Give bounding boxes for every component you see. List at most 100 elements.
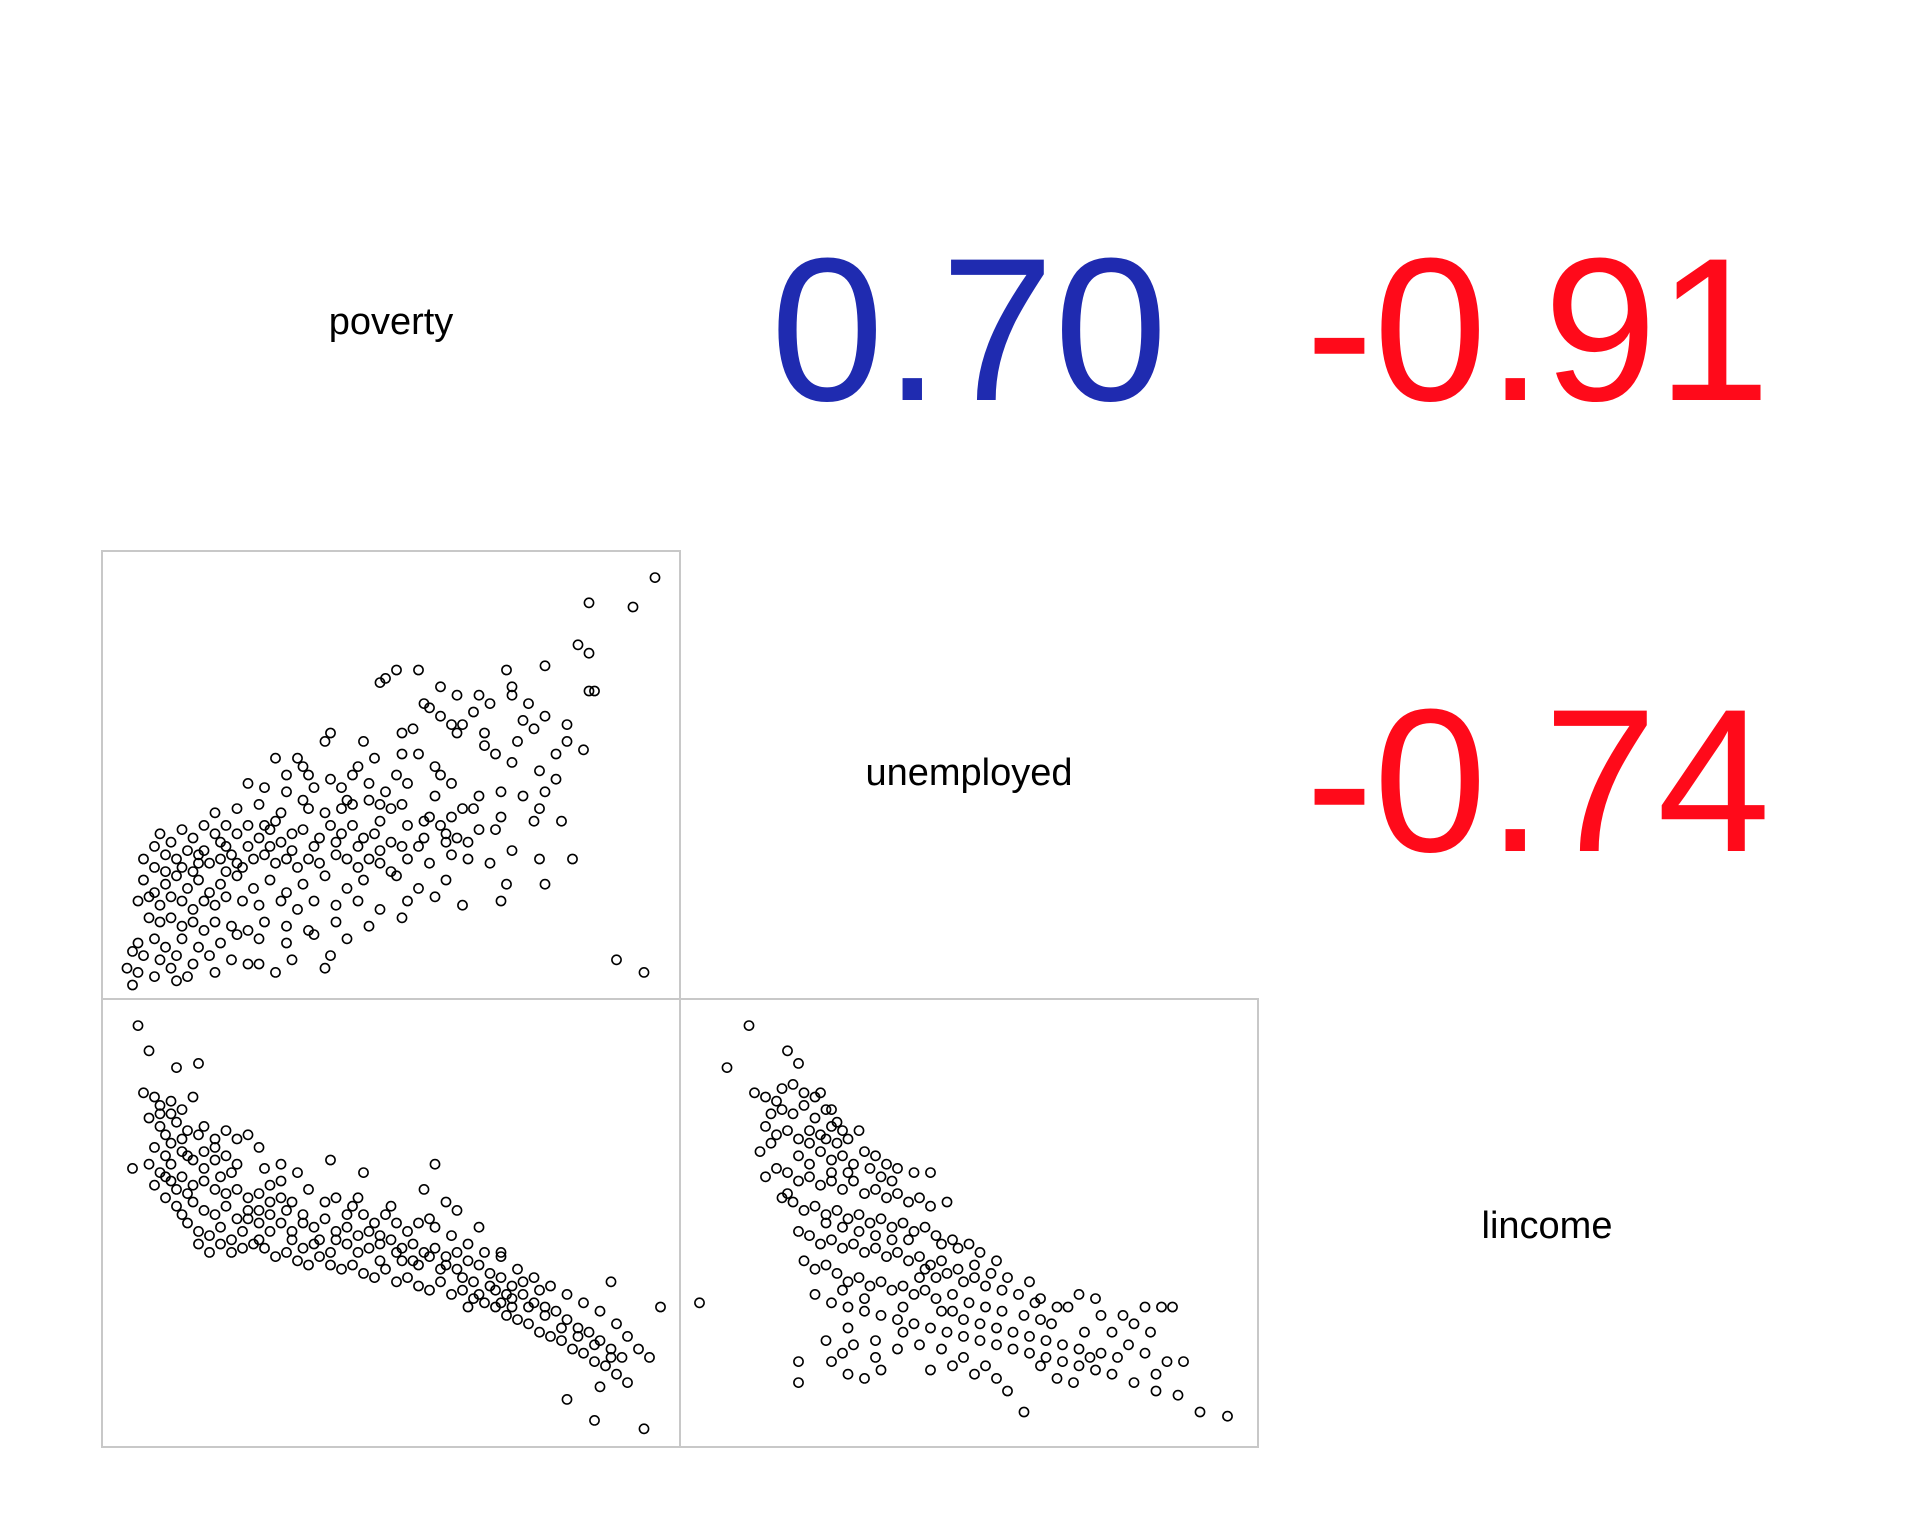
scatter-point — [969, 1259, 980, 1271]
scatter-point — [947, 1360, 958, 1372]
scatter-point — [451, 689, 463, 701]
scatter-point — [561, 719, 573, 730]
scatter-point — [209, 916, 221, 928]
scatter-point — [826, 1234, 837, 1246]
scatter-point — [314, 832, 325, 844]
scatter-point — [303, 769, 314, 781]
scatter-point — [1051, 1373, 1063, 1384]
scatter-point — [160, 866, 171, 877]
variable-label-poverty: poverty — [329, 301, 454, 343]
scatter-point — [275, 895, 287, 907]
scatter-point — [881, 1192, 892, 1204]
scatter-point — [253, 1234, 265, 1246]
scatter-point — [160, 1171, 171, 1183]
scatter-point — [534, 853, 545, 865]
scatter-point — [325, 1154, 336, 1166]
scatter-point — [583, 1326, 595, 1338]
scatter-point — [220, 820, 232, 831]
scatter-point — [424, 1251, 435, 1262]
scatter-point — [352, 1230, 364, 1241]
scatter-point — [231, 1184, 243, 1195]
scatter-point — [363, 778, 375, 789]
scatter-point — [473, 1221, 485, 1233]
scatter-point — [352, 1247, 364, 1258]
scatter-point — [908, 1167, 920, 1178]
scatter-point — [352, 841, 364, 852]
scatter-point — [556, 815, 567, 827]
scatter-point — [182, 845, 193, 856]
scatter-point — [578, 1347, 589, 1359]
scatter-point — [297, 794, 309, 806]
scatter-point — [875, 1213, 887, 1225]
scatter-point — [143, 912, 155, 924]
scatter-point — [793, 1226, 804, 1237]
scatter-point — [622, 1331, 633, 1342]
scatter-point — [319, 1196, 331, 1208]
scatter-point — [391, 1276, 402, 1288]
scatter-point — [473, 689, 485, 701]
scatter-point — [198, 845, 210, 856]
scatter-point — [314, 1234, 325, 1246]
scatter-point — [347, 799, 358, 810]
scatter-point — [1150, 1385, 1162, 1397]
scatter-point — [859, 1305, 870, 1317]
scatter-point — [782, 1045, 793, 1057]
scatter-point — [259, 916, 270, 928]
scatter-point — [859, 1373, 870, 1384]
scatter-point — [330, 836, 342, 848]
scatter-point — [292, 862, 303, 873]
scatter-point — [231, 1213, 243, 1225]
scatter-point — [154, 916, 166, 928]
scatter-point — [374, 845, 386, 856]
scatter-point — [941, 1196, 953, 1208]
scatter-point — [649, 572, 661, 583]
scatter-point — [176, 1133, 188, 1145]
scatter-point — [429, 1242, 441, 1254]
scatter-point — [886, 1284, 898, 1296]
scatter-panel-lincome-vs-unemployed — [679, 998, 1259, 1448]
scatter-point — [875, 1364, 887, 1376]
scatter-point — [870, 1352, 881, 1363]
scatter-point — [352, 895, 364, 907]
scatter-point — [325, 773, 336, 785]
scatter-point — [776, 1083, 788, 1094]
scatter-point — [919, 1263, 931, 1275]
scatter-point — [121, 962, 133, 974]
scatter-point — [413, 1280, 424, 1292]
scatter-point — [958, 1331, 969, 1342]
scatter-point — [319, 807, 331, 819]
scatter-point — [925, 1364, 936, 1376]
scatter-point — [501, 664, 512, 676]
scatter-point — [512, 1314, 523, 1325]
scatter-point — [281, 1247, 292, 1258]
scatter-point — [947, 1305, 958, 1317]
scatter-point — [292, 1167, 303, 1178]
scatter-point — [138, 950, 149, 961]
scatter-point — [407, 723, 419, 735]
scatter-point — [209, 899, 221, 911]
scatter-point — [440, 836, 452, 848]
scatter-point — [391, 1217, 402, 1229]
scatter-point — [330, 849, 342, 861]
scatter-point — [204, 1230, 215, 1241]
scatter-point — [154, 1108, 166, 1120]
scatter-point — [308, 1221, 320, 1233]
scatter-point — [451, 1205, 463, 1216]
scatter-point — [1051, 1301, 1063, 1313]
scatter-point — [275, 836, 287, 848]
scatter-point — [396, 912, 408, 924]
scatter-point — [600, 1360, 611, 1372]
scatter-point — [424, 857, 435, 869]
scatter-point — [259, 1163, 270, 1174]
scatter-point — [132, 937, 144, 949]
scatter-point — [1024, 1347, 1035, 1359]
scatter-point — [897, 1280, 909, 1292]
scatter-point — [127, 979, 138, 991]
scatter-point — [484, 857, 496, 869]
scatter-point — [473, 1289, 485, 1300]
scatter-point — [864, 1280, 876, 1292]
scatter-point — [226, 1167, 237, 1178]
scatter-point — [859, 1188, 870, 1199]
scatter-point — [281, 937, 292, 949]
scatter-point — [176, 862, 188, 873]
